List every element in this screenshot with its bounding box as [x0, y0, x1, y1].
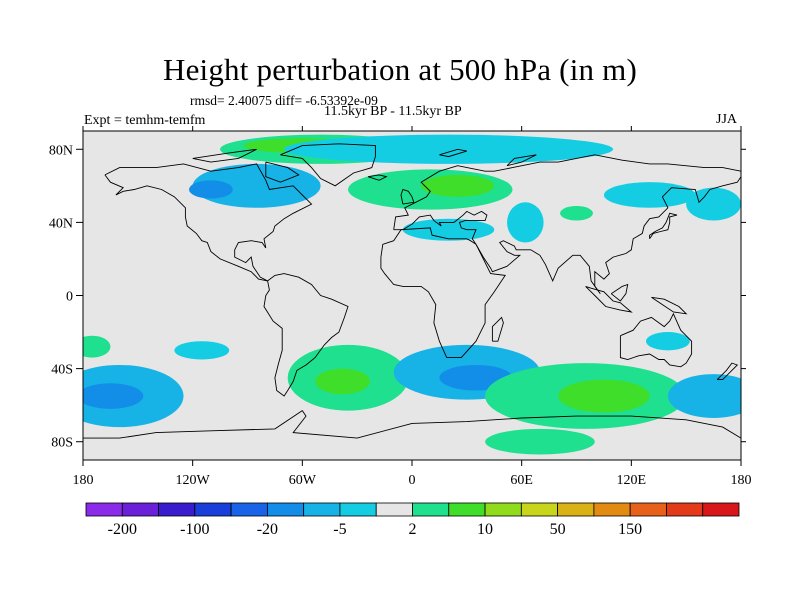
colorbar-label: -100	[180, 521, 209, 538]
x-tick-label: 60E	[510, 473, 533, 488]
region-s-pacific-core	[83, 383, 144, 409]
x-tick-label: 180	[73, 473, 94, 488]
x-tick-label: 120E	[617, 473, 647, 488]
x-tick-label: 0	[409, 473, 416, 488]
region-s-indian-core	[558, 379, 650, 413]
coastline-africa	[380, 227, 506, 359]
coastline-arctic-islands	[192, 148, 257, 163]
colorbar-swatch	[339, 502, 377, 517]
experiment-label: Expt = temhm-temfm	[84, 113, 206, 128]
colorbar-swatch	[85, 502, 123, 517]
coastline-svalbard	[439, 148, 467, 158]
y-tick-label: 80S	[51, 436, 73, 451]
season-label: JJA	[716, 112, 738, 127]
region-tropical-pacific-negative	[174, 341, 230, 360]
colorbar-label: -5	[333, 521, 346, 538]
colorbar-swatch	[266, 502, 305, 517]
colorbar-swatch	[230, 502, 268, 517]
coastline-greenland	[280, 143, 376, 187]
coastlines	[83, 143, 741, 439]
colorbar-swatch	[557, 502, 595, 517]
x-tick-label: 60W	[289, 473, 317, 488]
coastline-borneo	[610, 283, 629, 302]
region-arctic-negative	[284, 134, 614, 164]
colorbar-label: 50	[550, 521, 566, 538]
x-tick-label: 120W	[176, 473, 211, 488]
region-mediterranean-negative	[402, 218, 495, 241]
period-label: 11.5kyr BP - 11.5kyr BP	[324, 104, 462, 119]
coastline-indonesia	[585, 285, 633, 313]
coastline-eurasia	[393, 154, 741, 230]
coastline-north-america	[104, 163, 313, 282]
colorbar-swatch	[303, 502, 341, 517]
region-siberia-positive	[560, 205, 593, 221]
colorbar-label: -20	[257, 521, 278, 538]
region-east-asia-negative	[603, 182, 696, 208]
region-se-pacific-negative	[667, 374, 741, 418]
region-s-atlantic-core	[315, 368, 370, 395]
colorbar-label: 2	[409, 521, 417, 538]
anomaly-shading	[83, 134, 741, 455]
stats-text: rmsd= 2.40075 diff= -6.53392e-09	[190, 93, 378, 108]
map-title: Height perturbation at 500 hPa (in m)	[162, 52, 638, 87]
region-ne-pacific-positive	[83, 335, 111, 358]
coastline-novaya-zemlya	[506, 154, 537, 167]
x-axis: 180 120W 60W 0 60E 120E 180	[73, 126, 752, 488]
colorbar-swatch	[593, 502, 631, 517]
y-tick-label: 40S	[51, 363, 73, 378]
region-n-atlantic-cyclone	[192, 163, 321, 208]
colorbar-swatch	[158, 502, 196, 517]
coastline-antarctica	[83, 409, 741, 439]
region-n-atlantic-cyclone-core	[189, 180, 233, 199]
colorbar-swatch	[629, 502, 667, 517]
coastline-new-guinea	[651, 296, 688, 315]
region-scandinavia-core	[421, 174, 495, 197]
coastline-new-zealand	[716, 362, 739, 381]
coastline-baffin	[265, 161, 300, 183]
colorbar-swatch	[702, 502, 740, 517]
y-tick-label: 0	[66, 290, 73, 305]
colorbar-label: 150	[618, 521, 642, 538]
coastline-eurasia-south	[393, 176, 741, 294]
colorbar-swatch	[484, 502, 522, 517]
colorbar-swatch	[412, 502, 450, 517]
coastline-japan	[649, 212, 678, 240]
coastline-south-america	[263, 273, 349, 397]
y-tick-label: 40N	[49, 216, 73, 231]
colorbar-swatch	[520, 502, 559, 517]
region-pacific-negative	[686, 187, 741, 221]
colorbar-label: 10	[477, 521, 493, 538]
region-antarctic-positive	[485, 428, 595, 455]
colorbar-swatch	[666, 502, 704, 517]
coastline-madagascar	[491, 316, 504, 342]
x-tick-label: 180	[731, 473, 752, 488]
colorbar-swatch	[375, 502, 413, 517]
coastline-australia	[619, 312, 693, 368]
colorbar: -200 -100 -20 -5 2 10 50 150	[85, 502, 740, 538]
coastline-iceland	[367, 174, 388, 181]
colorbar-swatch	[121, 502, 159, 517]
colorbar-swatch	[448, 502, 486, 517]
y-axis: 80N 40N 0 40S 80S	[49, 143, 746, 451]
colorbar-label: -200	[108, 521, 137, 538]
region-se-australia-negative	[645, 332, 690, 351]
coastline-british-isles	[400, 188, 415, 205]
colorbar-swatch	[194, 502, 232, 517]
region-asia-negative	[507, 202, 544, 243]
y-tick-label: 80N	[49, 143, 73, 158]
